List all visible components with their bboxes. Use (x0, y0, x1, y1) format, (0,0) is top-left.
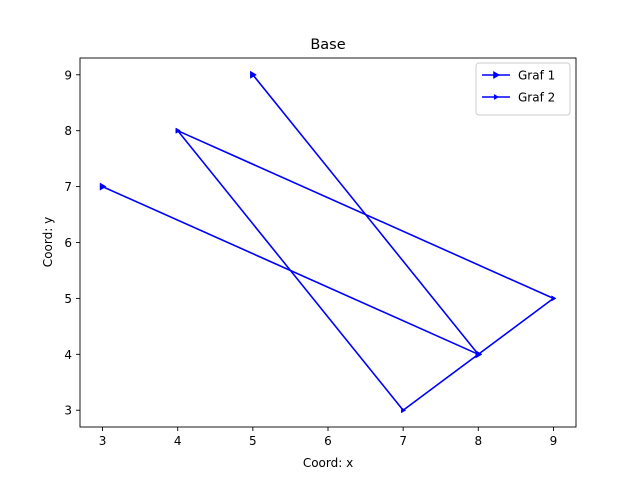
x-tick-label-9: 9 (550, 434, 558, 448)
y-tick-label-8: 8 (64, 124, 72, 138)
x-tick-label-5: 5 (249, 434, 257, 448)
y-tick-label-4: 4 (64, 348, 72, 362)
legend-marker-2 (493, 93, 500, 101)
y-tick-label-3: 3 (64, 404, 72, 418)
x-axis-label: Coord: x (303, 456, 353, 470)
y-tick-label-7: 7 (64, 180, 72, 194)
legend-label-1: Graf 1 (518, 69, 555, 83)
series-1-point-1 (99, 182, 107, 191)
legend-label-2: Graf 2 (518, 91, 555, 105)
series-2-point-4 (175, 127, 181, 134)
series-line-2 (177, 129, 555, 412)
x-tick-label-4: 4 (174, 434, 182, 448)
x-tick-label-7: 7 (399, 434, 407, 448)
x-tick-label-8: 8 (474, 434, 482, 448)
legend-box (475, 62, 571, 116)
series-1-point-3 (250, 70, 257, 79)
axes-layer: 3 4 5 6 7 8 9 3 4 5 6 7 8 9 (64, 57, 577, 448)
y-tick-label-6: 6 (64, 236, 72, 250)
series-2-point-3 (401, 407, 407, 414)
legend-marker-1 (493, 70, 501, 80)
x-tick-label-3: 3 (99, 434, 107, 448)
plot-layer (99, 70, 557, 414)
series-2-point-2 (551, 295, 557, 302)
chart-title: Base (310, 37, 345, 53)
legend: Graf 1 Graf 2 (475, 62, 571, 116)
y-axis-label: Coord: y (41, 217, 55, 267)
y-tick-label-9: 9 (64, 68, 72, 82)
x-tick-label-6: 6 (324, 434, 332, 448)
y-tick-label-5: 5 (64, 292, 72, 306)
